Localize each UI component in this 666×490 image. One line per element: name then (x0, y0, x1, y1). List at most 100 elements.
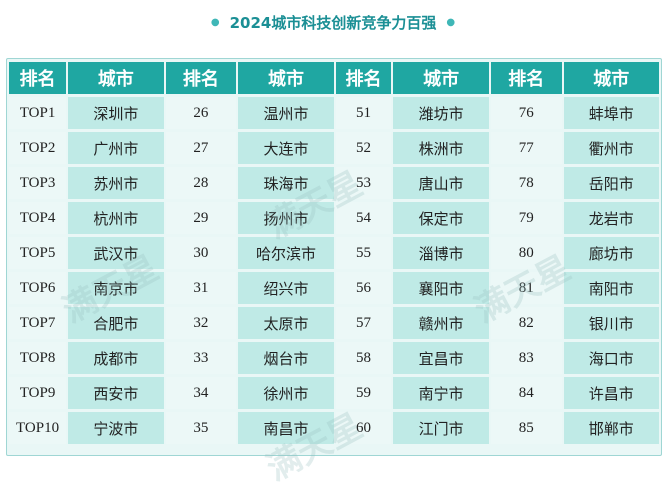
rank-cell: TOP9 (9, 377, 67, 409)
city-cell: 江门市 (393, 412, 489, 444)
city-cell: 武汉市 (68, 237, 164, 269)
header-city: 城市 (238, 62, 334, 94)
city-cell: 蚌埠市 (563, 97, 659, 129)
city-cell: 唐山市 (393, 167, 489, 199)
rank-cell: 60 (335, 412, 392, 444)
rank-cell: TOP7 (9, 307, 67, 339)
rank-cell: 84 (490, 377, 562, 409)
rank-cell: 80 (490, 237, 562, 269)
page-title-bar: ● 2024城市科技创新竞争力百强 ● (0, 8, 666, 36)
header-rank: 排名 (165, 62, 237, 94)
rank-cell: 26 (165, 97, 237, 129)
table-row: TOP6 南京市 31 绍兴市 56 襄阳市 81 南阳市 (9, 272, 659, 304)
city-cell: 保定市 (393, 202, 489, 234)
rank-cell: 79 (490, 202, 562, 234)
city-cell: 襄阳市 (393, 272, 489, 304)
rank-cell: 59 (335, 377, 392, 409)
ranking-table-container: 排名 城市 排名 城市 排名 城市 排名 城市 TOP1 深圳市 26 温州市 51 潍坊市 76 蚌埠市 T… (6, 58, 662, 456)
city-cell: 银川市 (563, 307, 659, 339)
rank-cell: 29 (165, 202, 237, 234)
header-city: 城市 (393, 62, 489, 94)
city-cell: 大连市 (238, 132, 334, 164)
rank-cell: 55 (335, 237, 392, 269)
rank-cell: 78 (490, 167, 562, 199)
rank-cell: TOP1 (9, 97, 67, 129)
city-cell: 宁波市 (68, 412, 164, 444)
rank-cell: 28 (165, 167, 237, 199)
rank-cell: TOP8 (9, 342, 67, 374)
rank-cell: TOP4 (9, 202, 67, 234)
rank-cell: 77 (490, 132, 562, 164)
city-cell: 广州市 (68, 132, 164, 164)
bullet-right-icon: ● (446, 16, 456, 28)
city-cell: 绍兴市 (238, 272, 334, 304)
table-header-row: 排名 城市 排名 城市 排名 城市 排名 城市 (9, 62, 659, 94)
rank-cell: 81 (490, 272, 562, 304)
rank-cell: TOP3 (9, 167, 67, 199)
city-cell: 龙岩市 (563, 202, 659, 234)
table-row: TOP10 宁波市 35 南昌市 60 江门市 85 邯郸市 (9, 412, 659, 444)
city-cell: 杭州市 (68, 202, 164, 234)
header-rank: 排名 (9, 62, 67, 94)
table-row: TOP7 合肥市 32 太原市 57 赣州市 82 银川市 (9, 307, 659, 339)
city-cell: 赣州市 (393, 307, 489, 339)
city-cell: 南阳市 (563, 272, 659, 304)
city-cell: 廊坊市 (563, 237, 659, 269)
rank-cell: 53 (335, 167, 392, 199)
rank-cell: 51 (335, 97, 392, 129)
city-cell: 扬州市 (238, 202, 334, 234)
city-cell: 南宁市 (393, 377, 489, 409)
city-cell: 许昌市 (563, 377, 659, 409)
rank-cell: TOP2 (9, 132, 67, 164)
header-rank: 排名 (490, 62, 562, 94)
rank-cell: 82 (490, 307, 562, 339)
rank-cell: 57 (335, 307, 392, 339)
city-cell: 淄博市 (393, 237, 489, 269)
city-cell: 太原市 (238, 307, 334, 339)
table-row: TOP1 深圳市 26 温州市 51 潍坊市 76 蚌埠市 (9, 97, 659, 129)
city-cell: 珠海市 (238, 167, 334, 199)
ranking-table: 排名 城市 排名 城市 排名 城市 排名 城市 TOP1 深圳市 26 温州市 51 潍坊市 76 蚌埠市 T… (7, 59, 661, 447)
city-cell: 哈尔滨市 (238, 237, 334, 269)
rank-cell: 76 (490, 97, 562, 129)
city-cell: 温州市 (238, 97, 334, 129)
table-row: TOP9 西安市 34 徐州市 59 南宁市 84 许昌市 (9, 377, 659, 409)
city-cell: 深圳市 (68, 97, 164, 129)
table-row: TOP8 成都市 33 烟台市 58 宜昌市 83 海口市 (9, 342, 659, 374)
header-city: 城市 (563, 62, 659, 94)
city-cell: 南京市 (68, 272, 164, 304)
table-row: TOP2 广州市 27 大连市 52 株洲市 77 衢州市 (9, 132, 659, 164)
city-cell: 潍坊市 (393, 97, 489, 129)
city-cell: 南昌市 (238, 412, 334, 444)
rank-cell: 30 (165, 237, 237, 269)
rank-cell: 52 (335, 132, 392, 164)
rank-cell: 54 (335, 202, 392, 234)
city-cell: 徐州市 (238, 377, 334, 409)
city-cell: 衢州市 (563, 132, 659, 164)
rank-cell: 56 (335, 272, 392, 304)
table-row: TOP4 杭州市 29 扬州市 54 保定市 79 龙岩市 (9, 202, 659, 234)
rank-cell: 83 (490, 342, 562, 374)
bullet-left-icon: ● (210, 16, 220, 28)
table-row: TOP5 武汉市 30 哈尔滨市 55 淄博市 80 廊坊市 (9, 237, 659, 269)
rank-cell: 58 (335, 342, 392, 374)
rank-cell: 33 (165, 342, 237, 374)
table-body: TOP1 深圳市 26 温州市 51 潍坊市 76 蚌埠市 TOP2 广州市 27 大连市 52 株洲市 7… (9, 97, 659, 444)
city-cell: 合肥市 (68, 307, 164, 339)
city-cell: 岳阳市 (563, 167, 659, 199)
city-cell: 株洲市 (393, 132, 489, 164)
rank-cell: 34 (165, 377, 237, 409)
header-rank: 排名 (335, 62, 392, 94)
rank-cell: 85 (490, 412, 562, 444)
city-cell: 西安市 (68, 377, 164, 409)
rank-cell: TOP6 (9, 272, 67, 304)
city-cell: 邯郸市 (563, 412, 659, 444)
city-cell: 苏州市 (68, 167, 164, 199)
city-cell: 海口市 (563, 342, 659, 374)
header-city: 城市 (68, 62, 164, 94)
rank-cell: 27 (165, 132, 237, 164)
rank-cell: 32 (165, 307, 237, 339)
rank-cell: TOP10 (9, 412, 67, 444)
page-title: 2024城市科技创新竞争力百强 (229, 13, 437, 32)
city-cell: 烟台市 (238, 342, 334, 374)
